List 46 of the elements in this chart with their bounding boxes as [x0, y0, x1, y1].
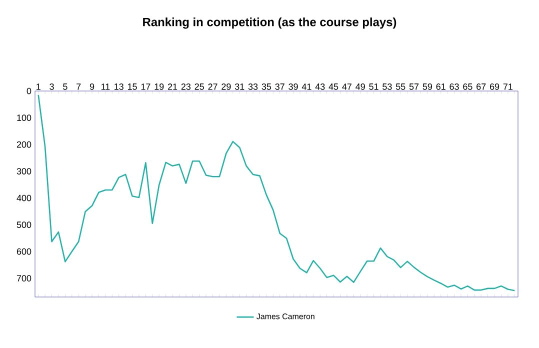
x-tick-label: 1: [36, 84, 40, 90]
y-tick-label: 400: [16, 194, 32, 202]
x-tick-label: 3: [50, 83, 54, 90]
x-tick-label: 39: [288, 83, 298, 90]
x-tick-label: 59: [422, 83, 432, 90]
x-tick-label: 65: [463, 83, 472, 90]
x-tick-label: 15: [128, 84, 137, 90]
x-tick-label: 45: [328, 84, 338, 90]
x-tick-label: 41: [302, 84, 312, 90]
y-tick-label: 100: [17, 114, 32, 121]
chart-title: Ranking in competition (as the course plays): [143, 18, 396, 29]
x-tick-label: 31: [234, 83, 244, 90]
x-tick-label: 23: [181, 83, 191, 90]
y-tick-label: 500: [16, 222, 32, 228]
x-tick-label: 67: [476, 83, 486, 90]
x-tick-label: 37: [275, 83, 284, 90]
x-tick-label: 43: [315, 83, 325, 90]
x-tick-label: 71: [503, 84, 512, 90]
x-tick-label: 29: [222, 83, 231, 90]
x-tick-label: 63: [450, 83, 459, 90]
x-tick-label: 47: [342, 84, 352, 90]
x-tick-label: 11: [101, 84, 110, 90]
x-tick-label: 51: [369, 84, 378, 90]
x-tick-label: 7: [76, 84, 81, 90]
y-tick-label: 0: [26, 88, 32, 94]
x-tick-label: 21: [168, 84, 178, 90]
y-tick-label: 300: [16, 168, 32, 174]
x-tick-label: 49: [356, 83, 365, 90]
x-tick-label: 13: [114, 83, 124, 90]
x-tick-label: 19: [154, 83, 164, 90]
line-series: [38, 94, 516, 292]
y-tick-label: 700: [16, 275, 32, 282]
x-tick-label: 55: [396, 84, 406, 90]
x-tick-label: 27: [208, 84, 218, 90]
x-tick-label: 9: [90, 83, 94, 90]
x-tick-label: 25: [194, 83, 204, 90]
x-tick-label: 5: [63, 84, 68, 90]
x-tick-label: 35: [262, 83, 272, 90]
x-tick-label: 61: [436, 83, 446, 90]
x-tick-label: 57: [409, 84, 419, 90]
x-tick-label: 17: [141, 84, 150, 90]
y-tick-label: 600: [16, 248, 32, 255]
y-tick-label: 200: [16, 141, 32, 148]
x-tick-label: 53: [382, 83, 392, 90]
x-tick-label: 69: [490, 83, 500, 90]
x-tick-label: 33: [248, 83, 258, 90]
